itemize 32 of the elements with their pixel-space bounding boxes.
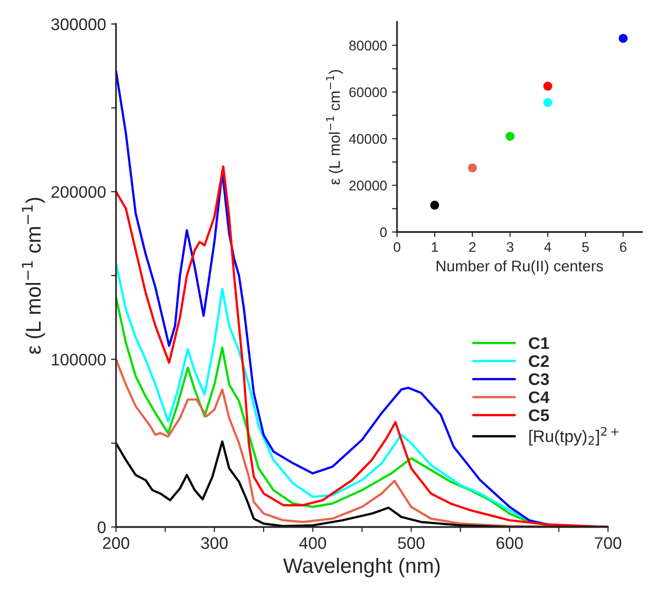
y-tick-label: 0 xyxy=(380,227,387,238)
y-axis-title: ε (L mol$^{−1}$ cm$^{−1}$) xyxy=(326,70,343,184)
y-tick-label: 100000 xyxy=(52,354,106,366)
x-tick-label: 600 xyxy=(496,537,523,549)
x-tick-label: 300 xyxy=(201,537,228,549)
legend-label: C3 xyxy=(528,373,549,386)
x-tick-label: 5 xyxy=(582,242,589,252)
y-axis-title: ε (L mol$^{−1}$ cm$^{−1}$) xyxy=(22,198,45,354)
x-axis-title: Number of Ru(II) centers xyxy=(436,260,604,274)
y-tick-label: 0 xyxy=(98,521,106,534)
legend-label: C2 xyxy=(528,355,549,368)
y-tick-label: 300000 xyxy=(51,18,106,30)
y-tick-label: 20000 xyxy=(349,180,387,191)
y-tick-label: 40000 xyxy=(348,134,387,144)
y-tick-label: 60000 xyxy=(349,87,387,98)
x-tick-label: 1 xyxy=(432,242,438,252)
x-tick-label: 500 xyxy=(398,537,424,549)
legend-label: C5 xyxy=(528,409,550,422)
y-tick-label: 200000 xyxy=(52,186,106,198)
y-tick-label: 80000 xyxy=(349,40,387,51)
x-tick-label: 4 xyxy=(544,242,552,252)
x-tick-label: 400 xyxy=(299,537,326,549)
legend-label: [Ru(tpy)$_{2}$]$^{2+}$ xyxy=(529,426,619,446)
legend-label: C4 xyxy=(528,391,550,404)
x-tick-label: 3 xyxy=(506,242,514,252)
x-tick-label: 200 xyxy=(102,537,130,549)
x-tick-label: 0 xyxy=(394,242,400,252)
x-tick-label: 700 xyxy=(594,537,622,549)
x-tick-label: 2 xyxy=(469,242,476,252)
x-tick-label: 6 xyxy=(620,242,626,252)
legend-label: C1 xyxy=(528,337,550,350)
x-axis-title: Wavelenght (nm) xyxy=(283,558,440,578)
